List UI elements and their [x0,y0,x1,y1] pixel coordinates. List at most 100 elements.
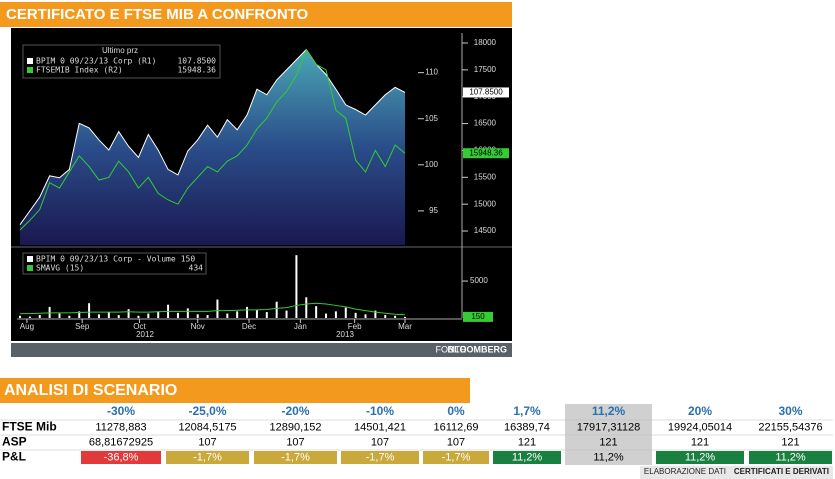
last-volume-box [463,311,493,322]
legend-swatch [27,256,33,262]
cell: 22155,54376 [758,421,822,433]
cell: 12890,152 [270,421,322,433]
volume-bar [58,313,61,318]
volume-bar [265,312,268,318]
y2-tick-label: 18000 [474,38,497,47]
legend-box [22,44,221,79]
volume-bar [97,314,100,318]
legend-value: 15948.36 [177,66,216,75]
volume-bar [147,313,150,318]
cell-bg [566,451,651,464]
legend-title: Ultimo prz [102,46,138,55]
volume-bar [88,303,91,318]
volume-bar [364,314,367,318]
volume-bar [295,255,298,318]
year-label: 2013 [336,330,354,339]
volume-bar [206,315,209,318]
row-label: P&L [2,450,26,464]
volume-bar [305,297,308,318]
cell: 11,2% [685,451,716,463]
row-label: ASP [2,435,27,449]
credit-label: ELABORAZIONE DATI [644,467,726,476]
cell: 11,2% [512,451,543,463]
volume-bar [285,310,288,318]
volume-bar [374,310,377,318]
x-tick-label: Dec [242,322,256,331]
volume-bar [216,299,219,318]
y2-tick-label: 15000 [474,199,497,208]
volume-bar [315,306,318,318]
y-tick-label: 110 [425,68,438,77]
legend-label: SMAVG (15) [36,264,84,273]
cell-bg [423,451,489,464]
volume-bar [354,312,357,318]
cell: 14501,421 [354,421,406,433]
header-bar [0,2,512,27]
cell: 12084,5175 [178,421,236,433]
cell: 107 [198,436,216,448]
scenario-column: -10% [366,404,394,418]
cell: 107 [286,436,304,448]
x-tick-label: Feb [348,322,362,331]
last-value: 15948.36 [469,148,503,157]
price-line-area [20,49,405,245]
volume-bar [325,313,328,318]
volume-legend-box [22,252,207,275]
legend-label: BPIM 0 09/23/13 Corp - Volume [36,255,176,264]
legend-value: 107.8500 [177,57,216,66]
cell: 107 [447,436,465,448]
cell: 11278,883 [95,421,146,433]
last-value: 107.8500 [469,88,503,97]
scenario-column: -25,0% [188,404,226,418]
header-title: CERTIFICATO E FTSE MIB A CONFRONTO [6,6,309,23]
cell: -1,7% [366,451,395,463]
smavg-line [20,302,406,316]
legend-swatch [27,67,33,73]
legend-label: FTSEMIB Index (R2) [36,66,123,75]
cell: -36,8% [104,451,139,463]
volume-bar [334,311,337,318]
cell-bg [656,451,744,464]
cell-bg [254,451,337,464]
row-label: FTSE Mib [2,420,57,434]
volume-bar [78,311,81,318]
credit-bar [640,466,833,479]
volume-bar [226,313,229,318]
cell: -1,7% [193,451,222,463]
cell: 121 [781,436,799,448]
cell: 16112,69 [433,421,478,433]
scenario-column: 11,2% [592,404,626,418]
cell-bg [81,451,161,464]
legend-swatch [27,58,33,64]
volume-bar [186,308,189,318]
volume-bar [107,312,110,318]
cell: 121 [599,436,617,448]
source-bar [11,343,512,357]
cell-bg [341,451,419,464]
volume-bar [384,315,387,318]
price-line [19,48,406,226]
volume-bar [255,309,258,318]
legend-value: 434 [189,264,204,273]
cell: 121 [691,436,709,448]
y2-tick-label: 14500 [474,226,497,235]
x-tick-label: Oct [133,322,146,331]
volume-bar [394,315,397,318]
cell: 107 [371,436,389,448]
volume-bar [344,307,347,318]
legend-value: 150 [181,255,196,264]
y-tick-label: 100 [425,160,439,169]
x-tick-label: Aug [20,322,34,331]
volume-bar [137,315,140,318]
volume-tick-label: 5000 [470,276,488,285]
volume-bar [19,315,21,318]
scenario-column: 20% [688,404,712,418]
volume-bar [127,309,130,318]
cell-bg [749,451,832,464]
x-tick-label: Mar [398,322,412,331]
last-value-box [463,148,509,159]
volume-bar [196,314,199,318]
cell: 11,2% [593,451,624,463]
y-tick-label: 105 [425,114,439,123]
